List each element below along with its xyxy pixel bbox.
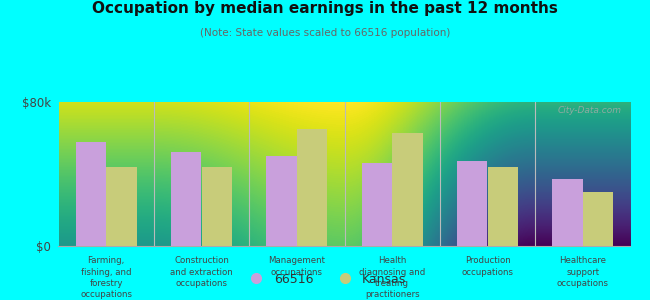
- Text: (Note: State values scaled to 66516 population): (Note: State values scaled to 66516 popu…: [200, 28, 450, 38]
- Bar: [202, 167, 232, 246]
- Bar: [297, 129, 328, 246]
- Bar: [106, 167, 136, 246]
- Bar: [361, 163, 392, 246]
- Bar: [266, 156, 297, 246]
- Bar: [457, 161, 488, 246]
- Bar: [171, 152, 202, 246]
- Legend: 66516, Kansas: 66516, Kansas: [239, 268, 411, 291]
- Bar: [552, 179, 583, 246]
- Bar: [392, 133, 422, 246]
- Text: City-Data.com: City-Data.com: [558, 106, 622, 115]
- Bar: [75, 142, 106, 246]
- Bar: [583, 192, 614, 246]
- Text: Occupation by median earnings in the past 12 months: Occupation by median earnings in the pas…: [92, 2, 558, 16]
- Bar: [488, 167, 518, 246]
